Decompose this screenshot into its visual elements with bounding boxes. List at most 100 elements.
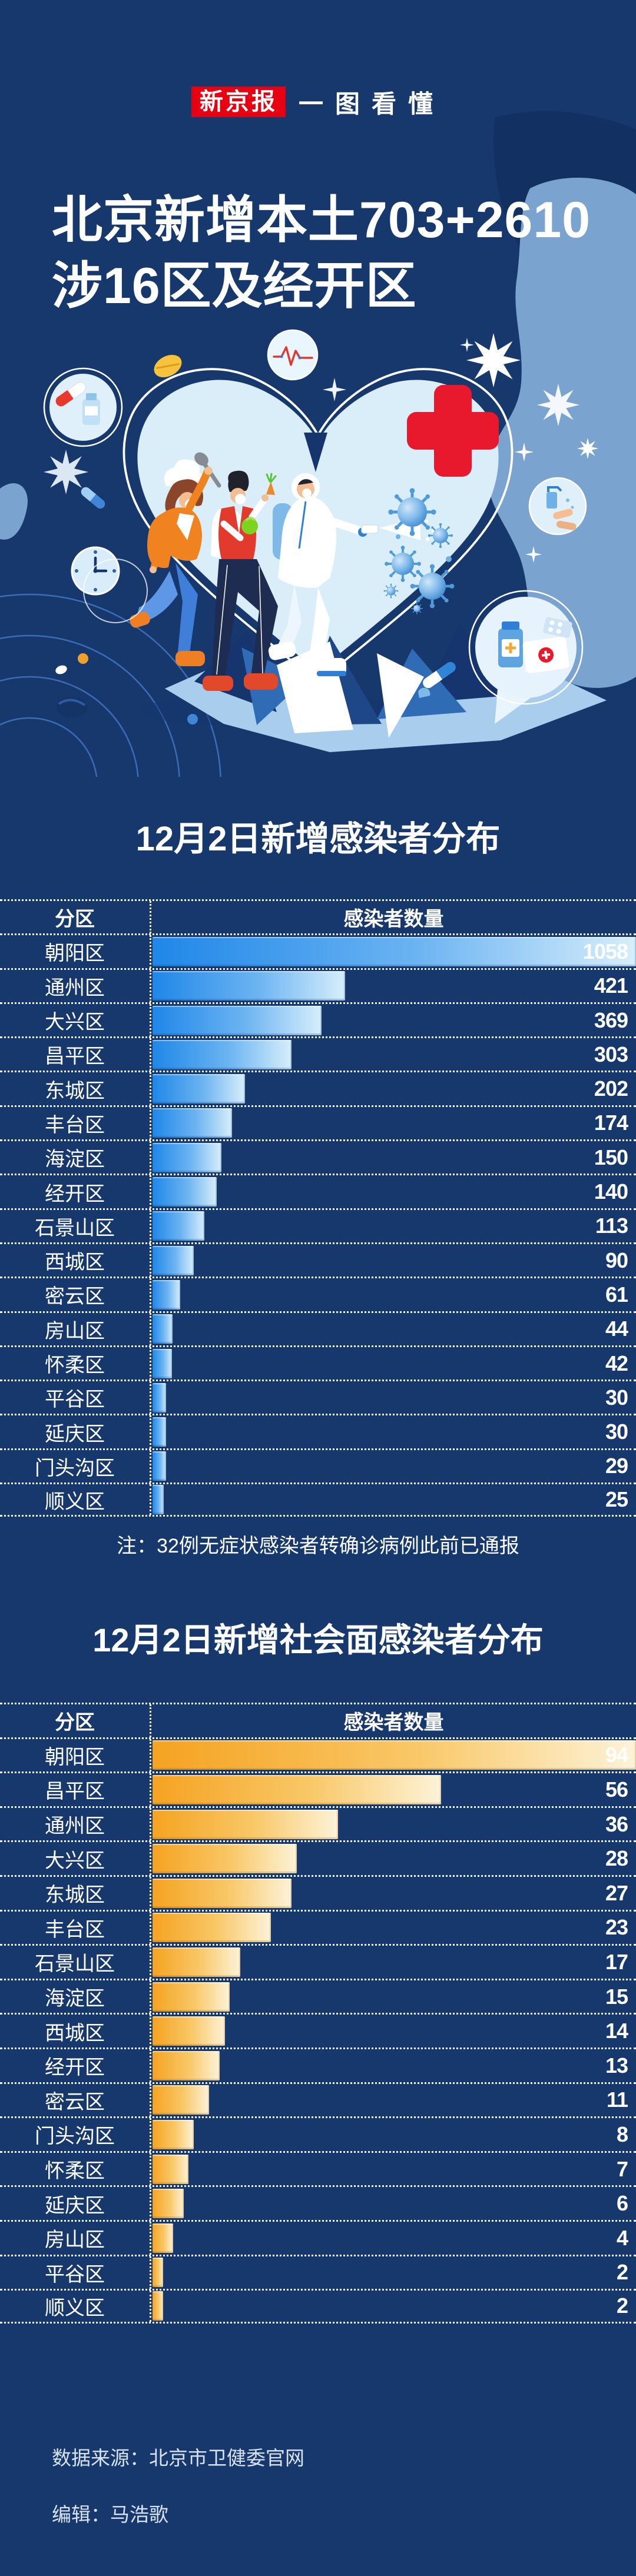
column-header-count-cell: 感染者数量 (151, 901, 636, 933)
count-value: 11 (606, 2088, 628, 2112)
count-value: 94 (605, 1743, 628, 1767)
count-bar (153, 1878, 292, 1908)
count-bar (153, 1039, 292, 1069)
count-bar (153, 1211, 204, 1241)
count-value: 17 (605, 1949, 628, 1974)
district-label: 昌平区 (0, 1773, 151, 1806)
table-row: 顺义区 2 (0, 2289, 636, 2324)
count-bar (153, 1108, 233, 1138)
count-bar (153, 1451, 166, 1481)
hero-illustration (0, 111, 636, 777)
count-bar (153, 2119, 194, 2149)
count-bar (153, 1074, 246, 1104)
district-label: 房山区 (0, 1312, 151, 1345)
page-title-line2: 涉16区及经开区 (52, 258, 417, 314)
count-bar (153, 1314, 173, 1344)
count-bar (153, 1913, 271, 1943)
count-cell: 90 (151, 1244, 636, 1277)
count-cell: 303 (151, 1038, 636, 1071)
count-value: 369 (594, 1008, 628, 1032)
table-row: 平谷区 2 (0, 2254, 636, 2289)
district-label: 东城区 (0, 1072, 151, 1105)
district-label: 顺义区 (0, 2291, 151, 2322)
table-row: 石景山区 17 (0, 1944, 636, 1979)
count-cell: 29 (151, 1450, 636, 1483)
count-bar (153, 1142, 221, 1172)
count-cell: 113 (151, 1210, 636, 1242)
district-label: 丰台区 (0, 1106, 151, 1140)
count-value: 1058 (582, 939, 628, 963)
count-bar (153, 2291, 163, 2321)
count-bar (153, 1177, 217, 1207)
district-label: 东城区 (0, 1876, 151, 1910)
table-row: 顺义区 25 (0, 1483, 636, 1517)
district-label: 平谷区 (0, 1381, 151, 1414)
count-value: 2 (616, 2260, 628, 2285)
count-value: 30 (605, 1385, 628, 1410)
count-cell: 44 (151, 1313, 636, 1345)
count-cell: 13 (151, 2049, 636, 2082)
table-row: 经开区 140 (0, 1174, 636, 1208)
count-value: 29 (605, 1454, 628, 1478)
count-bar (153, 1740, 636, 1770)
table-row: 昌平区 303 (0, 1036, 636, 1071)
count-value: 113 (595, 1214, 628, 1238)
district-label: 顺义区 (0, 1484, 151, 1515)
count-bar (153, 1348, 172, 1378)
count-cell: 27 (151, 1877, 636, 1910)
note-text: 注：32例无症状感染者转确诊病例此前已通报 (117, 1535, 519, 1557)
brand-bar: 新京报 一图看懂 (0, 86, 636, 118)
count-value: 42 (605, 1351, 628, 1375)
page-title-line1: 北京新增本土703+2610 (52, 192, 591, 248)
count-value: 202 (594, 1076, 628, 1101)
table-row: 通州区 36 (0, 1806, 636, 1841)
capsule-icon (81, 487, 456, 698)
count-value: 174 (594, 1111, 628, 1135)
district-label: 经开区 (0, 2049, 151, 2082)
count-value: 14 (605, 2019, 628, 2043)
table-row: 门头沟区 29 (0, 1448, 636, 1483)
count-value: 23 (605, 1915, 628, 1940)
medicine-circle-icon (43, 367, 123, 447)
shopper-figure (203, 470, 278, 691)
count-bar (153, 1844, 297, 1874)
column-header-district: 分区 (0, 901, 151, 934)
column-header-count: 感染者数量 (343, 908, 444, 931)
count-bar (153, 2016, 225, 2046)
count-bar (153, 1382, 167, 1412)
count-cell: 30 (151, 1415, 636, 1448)
table-row: 通州区 421 (0, 968, 636, 1002)
table-row: 海淀区 150 (0, 1139, 636, 1174)
count-value: 61 (605, 1282, 628, 1307)
district-label: 门头沟区 (0, 1450, 151, 1483)
count-bar (153, 2050, 220, 2080)
district-label: 通州区 (0, 1807, 151, 1841)
table-row: 东城区 27 (0, 1874, 636, 1910)
district-label: 丰台区 (0, 1911, 151, 1945)
count-bar (153, 2189, 184, 2219)
page-title: 北京新增本土703+2610 涉16区及经开区 (52, 187, 611, 319)
table-row: 石景山区 113 (0, 1208, 636, 1242)
count-cell: 11 (151, 2084, 636, 2117)
count-cell: 36 (151, 1808, 636, 1841)
count-cell: 2 (151, 2291, 636, 2322)
district-label: 朝阳区 (0, 1739, 151, 1772)
count-cell: 25 (151, 1484, 636, 1515)
brand-tagline: 一图看懂 (298, 89, 445, 118)
count-value: 90 (605, 1248, 628, 1272)
table-row: 房山区 4 (0, 2219, 636, 2255)
count-bar (153, 1005, 322, 1035)
concentric-rings (0, 593, 221, 777)
table-row: 怀柔区 7 (0, 2150, 636, 2186)
data-source: 数据来源：北京市卫健委官网 (52, 2447, 304, 2469)
count-cell: 42 (151, 1347, 636, 1380)
count-value: 25 (605, 1487, 628, 1512)
district-label: 房山区 (0, 2221, 151, 2255)
count-cell: 14 (151, 2015, 636, 2047)
count-bar (153, 2154, 189, 2184)
count-value: 30 (605, 1420, 628, 1444)
count-cell: 17 (151, 1946, 636, 1979)
table-row: 延庆区 30 (0, 1414, 636, 1448)
count-bar (153, 1417, 167, 1447)
